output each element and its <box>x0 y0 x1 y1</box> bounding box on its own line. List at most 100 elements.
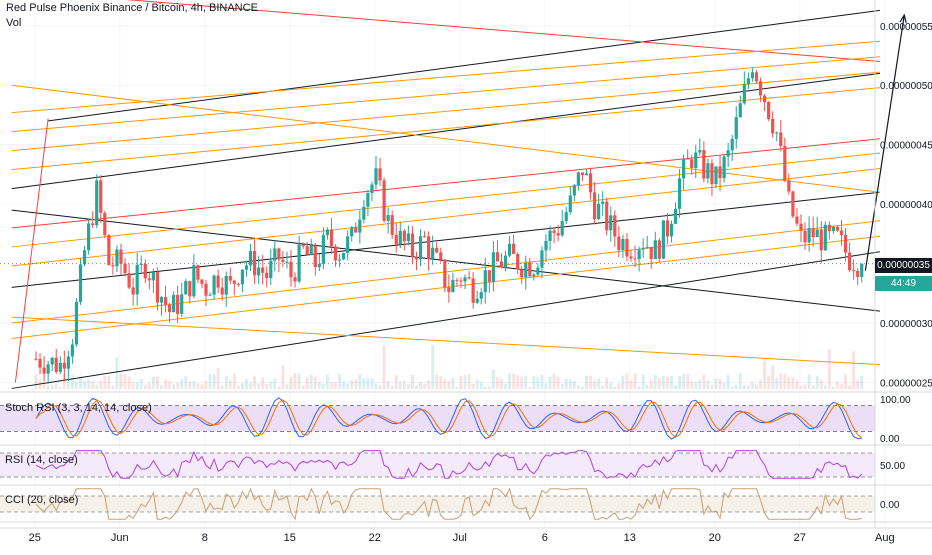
candle-body <box>435 247 439 253</box>
candle-body <box>698 150 702 153</box>
candle-body <box>184 281 188 295</box>
cci-line <box>35 487 862 521</box>
candle-body <box>860 263 864 277</box>
volume-bar <box>491 369 495 389</box>
volume-bar <box>342 381 346 389</box>
candle-body <box>803 230 807 243</box>
candle-body <box>374 168 378 185</box>
price-tick-label: 0.00000045 <box>880 141 932 152</box>
cci-legend[interactable]: CCI (20, close) <box>5 494 79 506</box>
candle-body <box>641 247 645 250</box>
volume-bar <box>670 376 673 389</box>
candle-body <box>74 301 79 345</box>
candle-body <box>362 206 366 220</box>
trend-lines[interactable] <box>0 0 907 389</box>
time-tick-label: 20 <box>709 532 721 544</box>
volume-bar <box>508 373 511 389</box>
candle-body <box>111 265 115 267</box>
volume-bar <box>585 375 588 389</box>
volume-bar <box>471 383 475 389</box>
candle-body <box>91 223 95 226</box>
candle-body <box>172 294 176 313</box>
candle-body <box>333 246 338 261</box>
volume-bar <box>572 380 576 389</box>
candle-body <box>495 252 500 262</box>
volume-bar <box>216 368 220 389</box>
volume-bar <box>666 376 669 389</box>
candle-body <box>34 358 38 360</box>
candle-body <box>451 279 455 293</box>
volume-bar <box>811 385 815 389</box>
volume-bar <box>143 384 147 389</box>
candle-body <box>815 229 819 238</box>
trend-line-orange <box>11 235 880 339</box>
volume-bar <box>605 377 609 389</box>
volume-bar <box>629 380 633 389</box>
candle-body <box>839 230 844 236</box>
volume-bar <box>257 383 261 389</box>
rsi-line <box>35 450 863 479</box>
candle-body <box>791 191 795 217</box>
candle-body <box>66 356 70 369</box>
volume-bar <box>192 381 196 389</box>
volume-bar <box>147 382 151 389</box>
candle-body <box>54 357 58 372</box>
candle-body <box>819 229 823 251</box>
volume-bar <box>641 374 645 389</box>
volume-bar <box>791 377 795 389</box>
candle-body <box>70 344 75 357</box>
volume-bar <box>107 375 111 389</box>
candle-body <box>427 236 431 259</box>
symbol-legend[interactable]: Red Pulse Phoenix Binance / Bitcoin, 4h,… <box>6 2 258 14</box>
candle-body <box>394 234 398 245</box>
candle-body <box>540 250 544 268</box>
volume-bar <box>253 376 256 389</box>
volume-bar <box>75 381 78 389</box>
candle-body <box>750 72 755 79</box>
candle-body <box>192 265 196 297</box>
stoch-rsi-legend[interactable]: Stoch RSI (3, 3, 14, 14, close) <box>5 402 152 414</box>
candle-body <box>261 267 265 273</box>
trend-line-black <box>11 251 881 389</box>
volume-bar <box>803 384 807 389</box>
volume-bar <box>674 385 677 389</box>
volume-legend[interactable]: Vol <box>6 17 22 29</box>
volume-bar <box>139 379 143 389</box>
volume-bar <box>536 377 540 389</box>
volume-bar <box>297 373 301 389</box>
candle-body <box>159 297 164 303</box>
volume-bar <box>698 379 702 389</box>
volume-bar <box>62 373 66 389</box>
candle-body <box>220 287 224 295</box>
volume-bar <box>313 376 317 389</box>
price-tick-label: 0.00000025 <box>880 378 932 389</box>
candle-body <box>856 270 860 277</box>
volume-bar <box>273 378 277 389</box>
candle-body <box>313 245 317 268</box>
candle-body <box>216 275 220 288</box>
volume-bar <box>431 344 435 389</box>
candle-body <box>151 272 155 281</box>
candle-body <box>240 269 245 285</box>
candle-body <box>580 172 585 176</box>
candle-body <box>536 267 540 275</box>
volume-bar <box>309 374 313 389</box>
candle-body <box>87 223 91 251</box>
rsi-legend[interactable]: RSI (14, close) <box>5 454 78 466</box>
price-tick-label: 0.00000040 <box>880 200 932 211</box>
candle-body <box>657 240 661 259</box>
volume-bar <box>196 383 200 389</box>
volume-bar <box>220 385 224 389</box>
candle-body <box>248 251 253 266</box>
volume-bar <box>439 376 443 389</box>
candle-body <box>779 132 783 147</box>
volume-bar <box>532 376 536 389</box>
candle-body <box>354 227 358 233</box>
volume-bar <box>548 376 552 389</box>
volume-bar <box>305 377 309 389</box>
candle-body <box>795 216 799 224</box>
volume-bar <box>779 373 783 389</box>
volume-bar <box>261 377 265 389</box>
volume-bar <box>95 384 99 389</box>
